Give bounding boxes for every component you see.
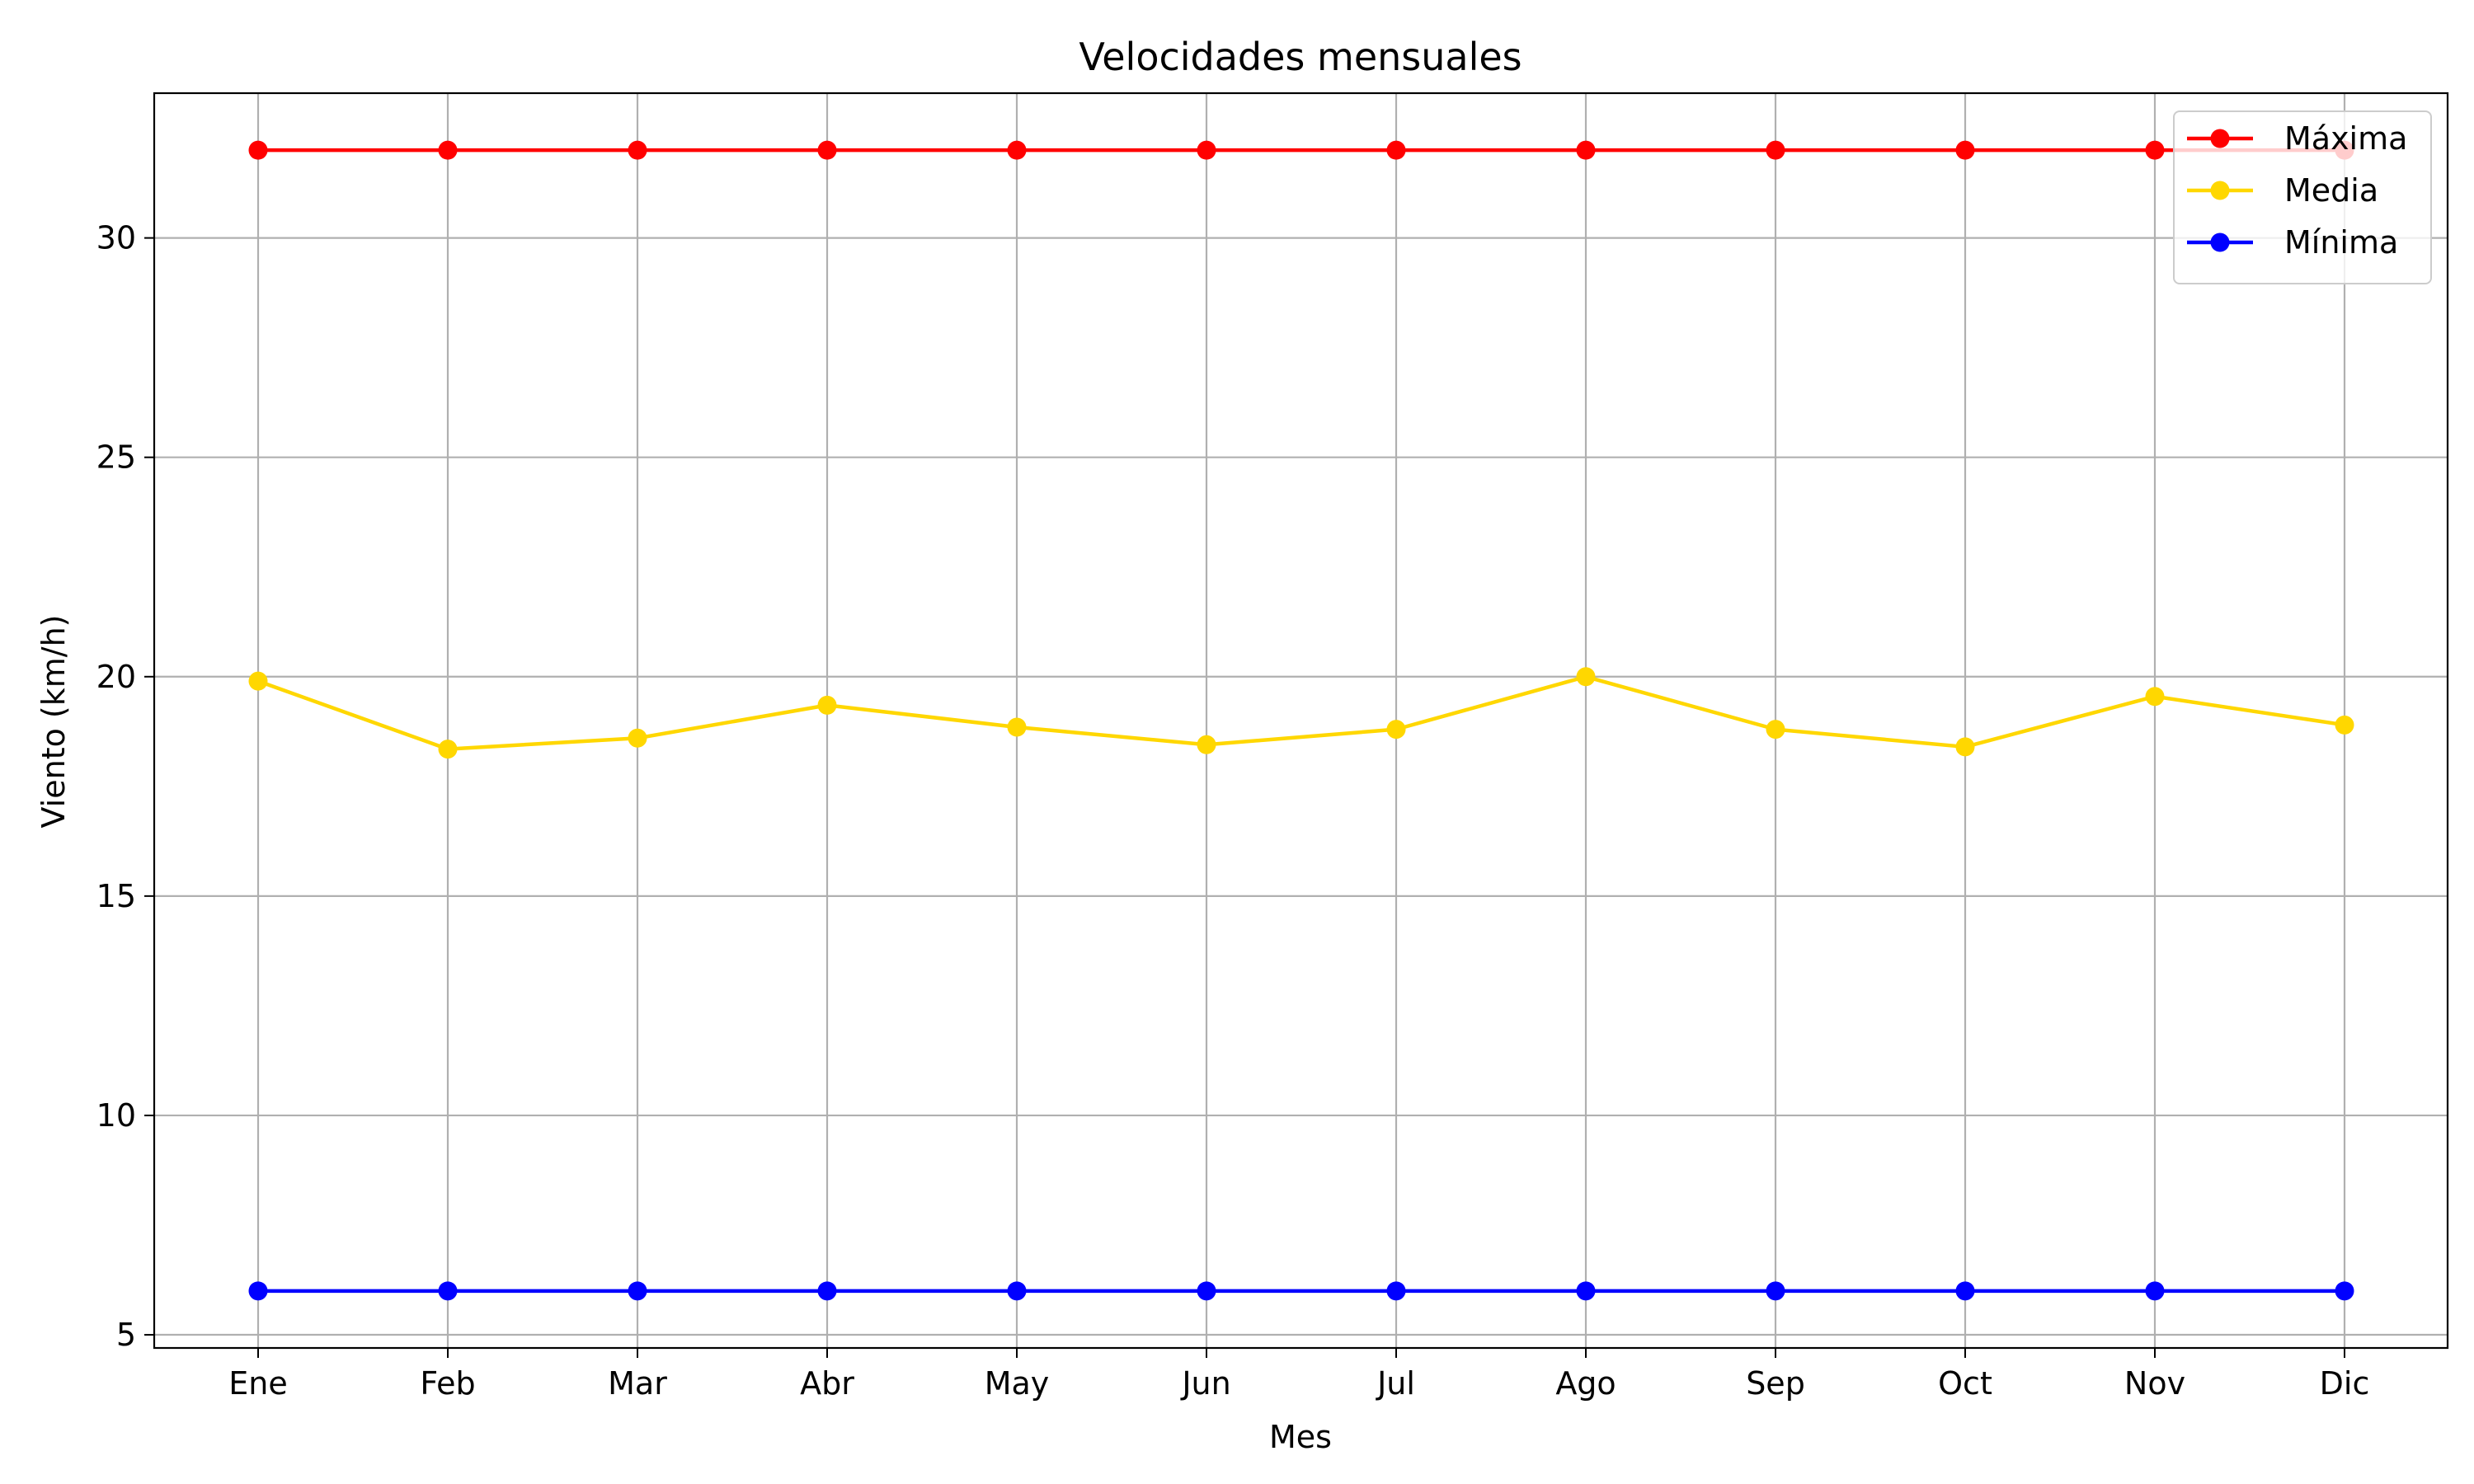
data-point-maxima (1955, 140, 1975, 160)
legend: Máxima Media Mínima (2173, 110, 2432, 284)
data-point-media (2145, 687, 2165, 707)
data-point-maxima (248, 140, 268, 160)
data-point-maxima (817, 140, 837, 160)
tick-layer: Ene Feb Mar Abr May Jun Jul Ago Sep Oct Nov Dic 5 10 1… (96, 220, 2370, 1402)
data-point-maxima (1576, 140, 1596, 160)
data-point-media (1766, 720, 1785, 740)
x-tick-label: Jul (1376, 1365, 1415, 1402)
data-point-minima (2335, 1281, 2354, 1301)
legend-label-media: Media (2284, 172, 2378, 209)
data-point-maxima (1766, 140, 1785, 160)
x-tick-label: Feb (420, 1365, 475, 1402)
data-point-minima (1766, 1281, 1785, 1301)
data-point-minima (1386, 1281, 1406, 1301)
x-tick-label: Jun (1180, 1365, 1230, 1402)
data-point-minima (1955, 1281, 1975, 1301)
data-point-maxima (1386, 140, 1406, 160)
plot-frame (153, 92, 2449, 1350)
x-tick-label: Oct (1938, 1365, 1992, 1402)
data-point-minima (1197, 1281, 1216, 1301)
data-point-media (1576, 667, 1596, 687)
data-point-media (1007, 717, 1027, 737)
legend-marker-minima (2210, 232, 2230, 252)
data-point-minima (817, 1281, 837, 1301)
data-point-media (817, 695, 837, 715)
data-point-maxima (628, 140, 647, 160)
data-point-maxima (438, 140, 458, 160)
data-point-media (628, 728, 647, 748)
x-tick-label: Dic (2320, 1365, 2370, 1402)
y-tick-label: 30 (96, 220, 136, 256)
data-point-minima (2145, 1281, 2165, 1301)
data-point-maxima (2145, 140, 2165, 160)
data-point-media (1197, 735, 1216, 754)
x-tick-label: Sep (1746, 1365, 1805, 1402)
x-tick-label: Mar (608, 1365, 667, 1402)
y-tick-label: 10 (96, 1097, 136, 1134)
series-minima (248, 1281, 2354, 1301)
y-tick-label: 25 (96, 439, 136, 476)
data-point-minima (248, 1281, 268, 1301)
legend-label-maxima: Máxima (2284, 120, 2407, 157)
data-point-maxima (1197, 140, 1216, 160)
x-tick-label: Ago (1555, 1365, 1616, 1402)
data-point-minima (1576, 1281, 1596, 1301)
x-tick-label: Nov (2124, 1365, 2185, 1402)
chart-title: Velocidades mensuales (1079, 35, 1522, 79)
data-point-media (1955, 737, 1975, 757)
data-point-maxima (1007, 140, 1027, 160)
y-axis-label: Viento (km/h) (35, 615, 72, 829)
data-point-minima (438, 1281, 458, 1301)
data-point-media (1386, 720, 1406, 740)
series-maxima (248, 140, 2354, 160)
data-point-media (2335, 715, 2354, 735)
data-point-minima (1007, 1281, 1027, 1301)
series-layer (248, 140, 2354, 1301)
legend-label-minima: Mínima (2284, 224, 2398, 261)
x-tick-label: Ene (228, 1365, 287, 1402)
data-point-media (248, 671, 268, 691)
x-axis-label: Mes (1269, 1419, 1332, 1455)
data-point-media (438, 740, 458, 759)
x-tick-label: Abr (800, 1365, 854, 1402)
y-tick-label: 15 (96, 878, 136, 914)
data-point-minima (628, 1281, 647, 1301)
x-tick-label: May (985, 1365, 1050, 1402)
legend-marker-media (2210, 181, 2230, 200)
series-line-media (257, 674, 2345, 751)
grid-layer (154, 93, 2448, 1348)
y-tick-label: 20 (96, 659, 136, 695)
series-media (248, 667, 2354, 759)
y-tick-label: 5 (116, 1317, 136, 1353)
legend-marker-maxima (2210, 129, 2230, 148)
